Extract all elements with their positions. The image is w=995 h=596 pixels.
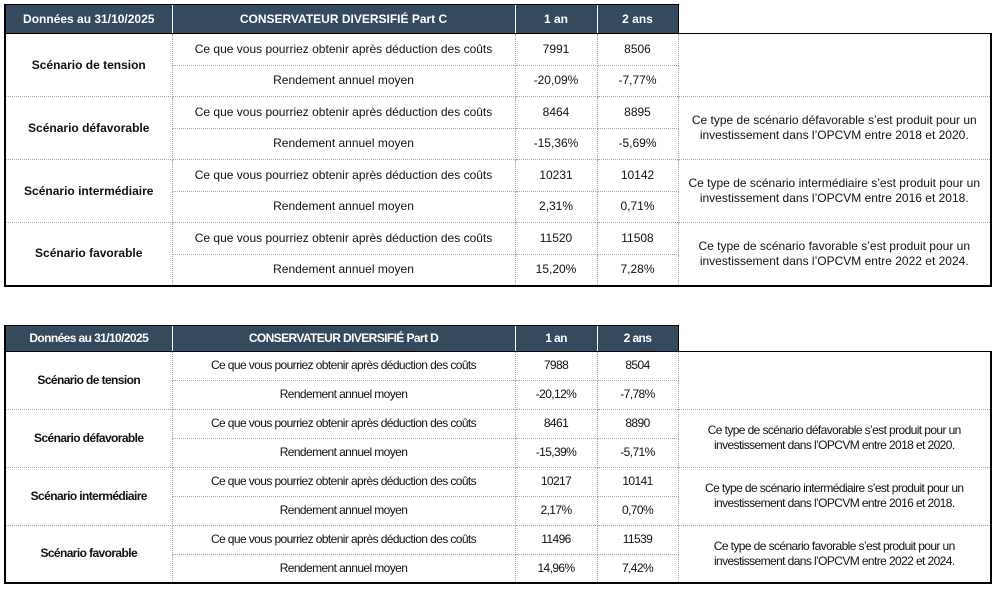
value-1an: -15,39% [514,437,598,468]
table-row: Rendement annuel moyen 15,20% 7,28% [5,253,991,287]
value-2ans: 10141 [596,466,679,497]
table-row: Scénario défavorable Ce que vous pourrie… [4,408,992,468]
metric-label-rendement: Rendement annuel moyen [171,553,516,584]
value-1an: 14,96% [514,553,598,584]
header-col-2ans: 2 ans [596,324,679,352]
metric-label-obtain: Ce que vous pourriez obtenir après déduc… [171,96,516,129]
value-1an: 15,20% [514,253,598,287]
value-2ans: 8504 [596,350,679,381]
metric-label-obtain: Ce que vous pourriez obtenir après déduc… [171,350,516,381]
metric-label-obtain: Ce que vous pourriez obtenir après déduc… [171,222,516,255]
table-row: Scénario favorable Ce que vous pourriez … [4,222,992,287]
metric-label-rendement: Rendement annuel moyen [171,379,516,410]
performance-scenarios-page: Données au 31/10/2025 CONSERVATEUR DIVER… [4,4,992,584]
table-row: Scénario défavorable Ce que vous pourrie… [4,96,992,160]
table-row: Rendement annuel moyen 2,31% 0,71% [5,190,991,223]
table-row: Rendement annuel moyen 2,17% 0,70% [5,495,991,526]
value-1an: 8464 [514,96,598,129]
table-row: Scénario intermédiaire Ce que vous pourr… [4,466,992,526]
header-spacer [678,4,991,34]
scenario-label-tension: Scénario de tension [4,350,173,410]
table-header-row: Données au 31/10/2025 CONSERVATEUR DIVER… [4,4,991,34]
value-1an: 2,17% [514,495,598,526]
scenario-note-favorable: Ce type de scénario favorable s’est prod… [677,222,992,287]
value-2ans: -5,71% [596,437,679,468]
metric-label-rendement: Rendement annuel moyen [171,64,516,97]
table-row: Rendement annuel moyen 14,96% 7,42% [5,553,991,584]
table-row: Scénario intermédiaire Ce que vous pourr… [4,159,992,223]
value-1an: -20,09% [514,64,598,97]
value-2ans: -7,77% [596,64,679,97]
header-product-name: CONSERVATEUR DIVERSIFIÉ Part C [171,4,515,34]
table-row: Rendement annuel moyen -15,36% -5,69% [5,127,991,160]
value-2ans: 0,71% [596,190,679,223]
value-1an: 11496 [514,524,598,555]
value-2ans: 8890 [596,408,679,439]
value-2ans: 0,70% [596,495,679,526]
value-1an: 10231 [514,159,598,192]
scenario-note-favorable: Ce type de scénario favorable s’est prod… [677,524,992,584]
scenario-label-favorable: Scénario favorable [4,524,173,584]
value-1an: -20,12% [514,379,598,410]
value-1an: 7991 [514,33,598,66]
value-2ans: 11508 [596,222,679,255]
value-1an: 11520 [514,222,598,255]
scenario-note-defavorable: Ce type de scénario défavorable s’est pr… [677,408,992,468]
scenario-note-tension [677,33,992,97]
header-col-2ans: 2 ans [596,4,679,34]
value-2ans: 8895 [596,96,679,129]
scenario-label-defavorable: Scénario défavorable [4,408,173,468]
metric-label-rendement: Rendement annuel moyen [171,253,516,287]
scenario-label-intermediaire: Scénario intermédiaire [4,466,173,526]
table-row: Rendement annuel moyen -20,09% -7,77% [5,64,991,97]
table-row: Rendement annuel moyen -20,12% -7,78% [5,379,991,410]
metric-label-rendement: Rendement annuel moyen [171,127,516,160]
header-col-1an: 1 an [514,4,597,34]
table-row: Scénario favorable Ce que vous pourriez … [4,524,992,584]
metric-label-obtain: Ce que vous pourriez obtenir après déduc… [171,33,516,66]
header-spacer [678,325,991,352]
scenario-note-intermediaire: Ce type de scénario intermédiaire s’est … [677,466,992,526]
scenario-table-part-d: Données au 31/10/2025 CONSERVATEUR DIVER… [4,324,992,584]
metric-label-obtain: Ce que vous pourriez obtenir après déduc… [171,466,516,497]
value-1an: 7988 [514,350,598,381]
table-row: Scénario de tension Ce que vous pourriez… [4,350,992,410]
value-1an: 2,31% [514,190,598,223]
value-2ans: 7,42% [596,553,679,584]
value-2ans: -5,69% [596,127,679,160]
value-2ans: -7,78% [596,379,679,410]
value-2ans: 8506 [596,33,679,66]
value-1an: 10217 [514,466,598,497]
metric-label-obtain: Ce que vous pourriez obtenir après déduc… [171,159,516,192]
metric-label-rendement: Rendement annuel moyen [171,495,516,526]
scenario-note-defavorable: Ce type de scénario défavorable s’est pr… [677,96,992,160]
value-2ans: 10142 [596,159,679,192]
scenario-label-defavorable: Scénario défavorable [4,96,173,160]
header-col-1an: 1 an [514,324,597,352]
table-row: Rendement annuel moyen -15,39% -5,71% [5,437,991,468]
header-date: Données au 31/10/2025 [4,4,172,34]
table-header-row: Données au 31/10/2025 CONSERVATEUR DIVER… [4,324,991,352]
scenario-table-part-c: Données au 31/10/2025 CONSERVATEUR DIVER… [4,4,992,287]
metric-label-obtain: Ce que vous pourriez obtenir après déduc… [171,524,516,555]
scenario-label-tension: Scénario de tension [4,33,173,97]
table-row: Scénario de tension Ce que vous pourriez… [4,33,992,97]
value-1an: 8461 [514,408,598,439]
metric-label-rendement: Rendement annuel moyen [171,190,516,223]
scenario-note-tension [677,350,992,410]
scenario-note-intermediaire: Ce type de scénario intermédiaire s’est … [677,159,992,223]
metric-label-obtain: Ce que vous pourriez obtenir après déduc… [171,408,516,439]
metric-label-rendement: Rendement annuel moyen [171,437,516,468]
value-1an: -15,36% [514,127,598,160]
scenario-label-favorable: Scénario favorable [4,222,173,287]
header-date: Données au 31/10/2025 [4,324,172,352]
value-2ans: 7,28% [596,253,679,287]
scenario-label-intermediaire: Scénario intermédiaire [4,159,173,223]
header-product-name: CONSERVATEUR DIVERSIFIÉ Part D [171,324,515,352]
value-2ans: 11539 [596,524,679,555]
